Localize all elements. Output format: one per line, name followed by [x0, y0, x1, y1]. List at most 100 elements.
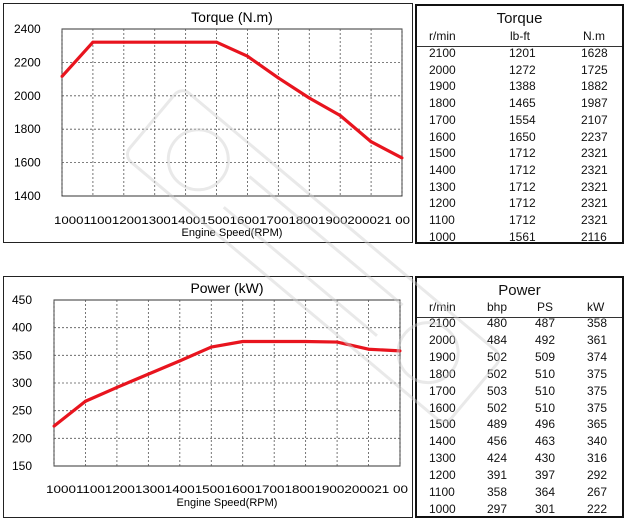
power-table-cell: 1700 — [429, 383, 456, 398]
power-table-cell: 222 — [587, 501, 608, 516]
data-point — [241, 340, 245, 343]
power-table-cell: 375 — [587, 383, 608, 398]
torque-table-row: 2000 1272 1725 — [417, 63, 622, 80]
torque-table-cell: 2321 — [581, 196, 608, 211]
power-table-cell: 502 — [487, 400, 508, 415]
data-point — [338, 114, 342, 118]
torque-table-cell: 1600 — [429, 129, 456, 144]
torque-chart-panel: Torque (N.m) 1400 1600 1800 2000 2200 2400 1000… — [3, 3, 413, 243]
power-table-cell: 1400 — [429, 434, 456, 449]
torque-table-cell: 2107 — [581, 112, 608, 127]
power-table-cell: 391 — [487, 468, 508, 483]
torque-table-row: 1500 1712 2321 — [417, 146, 622, 163]
y-tick-label: 2000 — [14, 89, 41, 103]
data-point — [83, 399, 87, 403]
power-table-cell: 297 — [487, 501, 508, 516]
torque-table-cell: 1200 — [429, 196, 456, 211]
torque-table-row: 1400 1712 2321 — [417, 163, 622, 180]
y-tick-label: 2400 — [14, 22, 41, 36]
power-header-ps: PS — [537, 300, 554, 314]
data-point — [272, 340, 276, 343]
torque-table-cell: 1712 — [509, 179, 536, 194]
torque-table-row: 2100 1201 1628 — [417, 46, 622, 63]
power-table-cell: 1800 — [429, 366, 456, 381]
torque-table-cell: 1201 — [509, 46, 536, 60]
power-table-row: 1200 391 397 292 — [417, 468, 622, 485]
power-table-row: 1900 502 509 374 — [417, 350, 622, 367]
power-table-row: 1300 424 430 316 — [417, 451, 622, 468]
series-line — [53, 339, 401, 428]
torque-header-rpm: r/min — [429, 29, 456, 43]
data-point — [276, 76, 280, 80]
power-table-cell: 424 — [487, 451, 508, 466]
power-table-cell: 292 — [587, 468, 608, 483]
power-table-cell: 502 — [487, 366, 508, 381]
torque-table-cell: 1388 — [509, 79, 536, 94]
torque-table-cell: 2000 — [429, 62, 456, 77]
power-table-cell: 480 — [487, 316, 508, 330]
data-point — [184, 40, 188, 44]
torque-table-cell: 1465 — [509, 96, 536, 111]
power-table-row: 1000 297 301 222 — [417, 502, 622, 519]
power-table-cell: 1000 — [429, 501, 456, 516]
torque-table-cell: 1400 — [429, 162, 456, 177]
power-table-cell: 496 — [535, 417, 556, 432]
y-tick-label: 300 — [12, 376, 32, 390]
data-point — [60, 74, 64, 78]
power-table-cell: 430 — [535, 451, 556, 466]
power-table-header: r/min bhp PS kW — [417, 300, 622, 318]
power-table-row: 1800 502 510 375 — [417, 367, 622, 384]
power-table-cell: 503 — [487, 383, 508, 398]
data-point — [209, 345, 213, 349]
y-tick-label: 150 — [12, 459, 32, 473]
data-point — [91, 40, 95, 44]
torque-table-cell: 2321 — [581, 213, 608, 227]
power-table-cell: 2000 — [429, 332, 456, 347]
y-tick-label: 1400 — [14, 189, 41, 203]
torque-table-row: 1100 1712 2321 — [417, 213, 622, 230]
y-tick-label: 200 — [12, 431, 32, 445]
data-point — [367, 347, 371, 351]
data-point — [304, 340, 308, 343]
power-table-cell: 484 — [487, 332, 508, 347]
torque-table-row: 1000 1561 2116 — [417, 230, 622, 247]
y-tick-label: 2200 — [14, 55, 41, 69]
data-point — [398, 349, 402, 353]
torque-table-cell: 2237 — [581, 129, 608, 144]
power-table-cell: 1500 — [429, 417, 456, 432]
power-table-row: 2100 480 487 358 — [417, 316, 622, 333]
torque-table: Torque r/min lb-ft N.m 2100 1201 1628 2000 1… — [415, 4, 624, 244]
power-table-cell: 1900 — [429, 349, 456, 364]
x-axis-label: Engine Speed(RPM) — [177, 497, 278, 509]
torque-table-cell: 2100 — [429, 46, 456, 60]
power-table-cell: 487 — [535, 316, 556, 330]
data-point — [369, 140, 373, 144]
power-table-cell: 358 — [487, 485, 508, 499]
torque-table-cell: 2116 — [581, 229, 607, 244]
torque-table-cell: 1272 — [509, 62, 536, 77]
torque-table-cell: 1900 — [429, 79, 456, 94]
power-table-cell: 340 — [587, 434, 608, 449]
y-tick-label: 1600 — [14, 156, 41, 170]
power-table-cell: 509 — [535, 349, 556, 364]
torque-table-cell: 1712 — [509, 196, 536, 211]
power-table-cell: 2100 — [429, 316, 456, 330]
torque-table-cell: 1100 — [429, 213, 455, 227]
data-point — [115, 385, 119, 389]
power-table-cell: 492 — [535, 332, 556, 347]
power-table-cell: 510 — [535, 366, 556, 381]
data-point — [52, 424, 56, 428]
power-table-cell: 316 — [587, 451, 608, 466]
power-table-cell: 364 — [535, 485, 556, 499]
torque-table-cell: 1712 — [509, 213, 536, 227]
power-table-cell: 267 — [587, 485, 608, 499]
torque-header-nm: N.m — [583, 29, 605, 43]
torque-table-row: 1200 1712 2321 — [417, 196, 622, 213]
power-table-cell: 489 — [487, 417, 508, 432]
x-tick-labels: 1000110012001300140015001600170018001900… — [54, 215, 410, 227]
y-tick-label: 250 — [12, 404, 32, 418]
power-table-row: 1400 456 463 340 — [417, 434, 622, 451]
torque-table-header: r/min lb-ft N.m — [417, 29, 622, 47]
torque-table-row: 1700 1554 2107 — [417, 113, 622, 130]
torque-chart: Torque (N.m) 1400 1600 1800 2000 2200 2400 1000… — [14, 9, 410, 239]
